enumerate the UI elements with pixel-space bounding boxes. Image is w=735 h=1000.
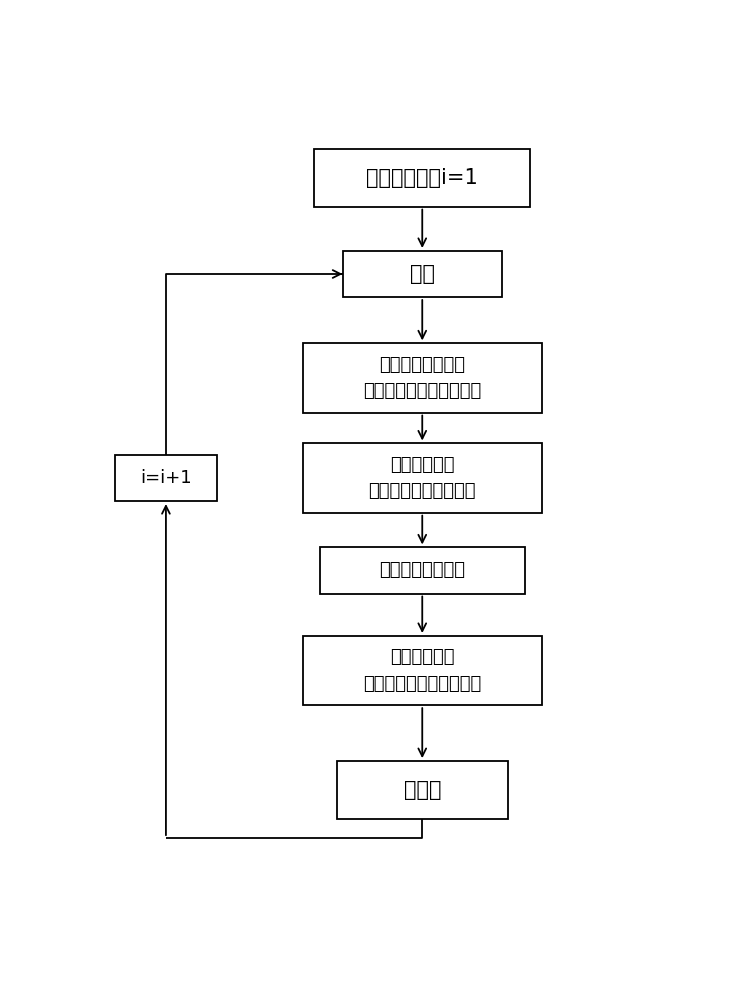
FancyBboxPatch shape: [314, 149, 531, 207]
Text: 黄灯倒计时，
更新其余相位的红灯时间: 黄灯倒计时， 更新其余相位的红灯时间: [363, 648, 481, 693]
Text: 第一个阶段：i=1: 第一个阶段：i=1: [366, 168, 478, 188]
FancyBboxPatch shape: [303, 443, 542, 513]
FancyBboxPatch shape: [337, 761, 508, 819]
FancyBboxPatch shape: [303, 343, 542, 413]
FancyBboxPatch shape: [320, 547, 525, 594]
Text: i=i+1: i=i+1: [140, 469, 192, 487]
Text: 该相位绿灯变黄灯: 该相位绿灯变黄灯: [379, 561, 465, 579]
Text: 绿灯倒计时，
更新其余相位红灯时间: 绿灯倒计时， 更新其余相位红灯时间: [368, 456, 476, 500]
FancyBboxPatch shape: [343, 251, 502, 297]
Text: 亮设定相位绿灯，
其余相位当前状态为红灯: 亮设定相位绿灯， 其余相位当前状态为红灯: [363, 356, 481, 400]
Text: 黄灯灭: 黄灯灭: [404, 780, 441, 800]
FancyBboxPatch shape: [303, 636, 542, 705]
FancyBboxPatch shape: [115, 455, 218, 501]
Text: 全红: 全红: [409, 264, 435, 284]
